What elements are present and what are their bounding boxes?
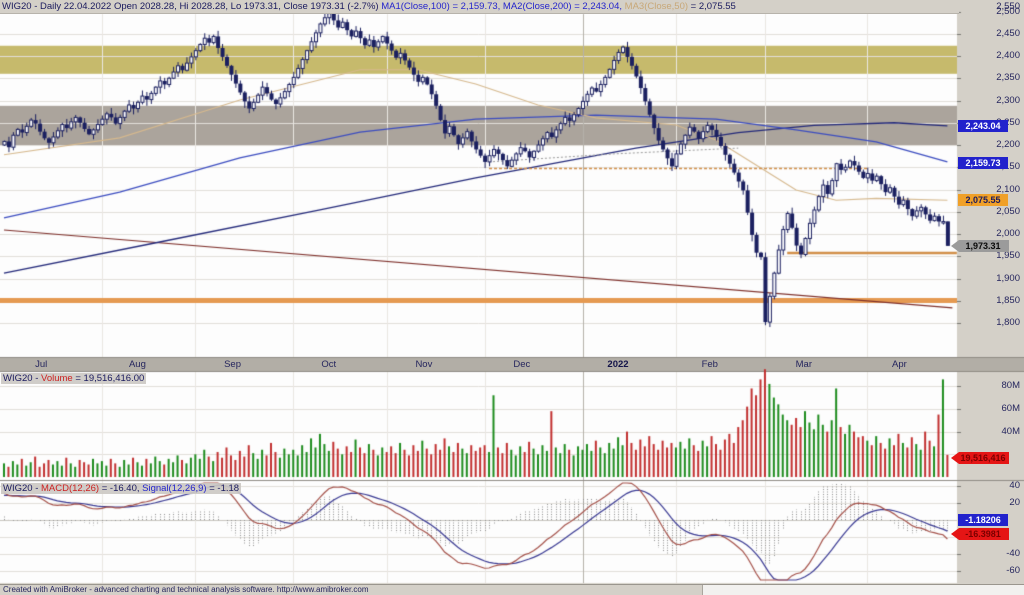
price-axis-label: 2,250 <box>996 116 1020 128</box>
price-axis-label: 2,350 <box>996 72 1020 84</box>
macd-axis-label: 20 <box>1009 497 1020 508</box>
chart-title-bar: WIG20 - Daily 22.04.2022 Open 2028.28, H… <box>0 0 959 14</box>
x-axis-month-label: Oct <box>321 359 337 370</box>
price-axis-label: 2,500 <box>996 5 1020 17</box>
x-axis-month-label: Nov <box>415 359 433 370</box>
title-ma3-label: MA3(Close,50) <box>624 1 689 12</box>
price-badge-ma2: 2,243.04 <box>958 120 1008 132</box>
volume-axis-label: 80M <box>1001 380 1020 392</box>
price-badge-ma1: 2,159.73 <box>958 157 1008 169</box>
x-axis-month-label: Feb <box>701 359 718 370</box>
price-axis-label: 2,450 <box>996 27 1020 39</box>
price-axis-label: 2,150 <box>996 161 1020 173</box>
price-axis-label: 1,850 <box>996 294 1020 306</box>
price-badge-last-close: 1,973.31 <box>951 240 1009 252</box>
macd-title-value: = -16.40, <box>99 483 143 494</box>
volume-title-value: = 19,516,416.00 <box>72 373 145 384</box>
x-axis-month-label: Mar <box>795 359 813 370</box>
macd-axis-label: -60 <box>1006 565 1020 576</box>
price-axis-label: 1,950 <box>996 250 1020 262</box>
macd-badge-signal: -1.18206 <box>958 514 1008 526</box>
signal-title-label: Signal(12,26,9) <box>142 483 207 494</box>
x-axis-month-label: Apr <box>892 359 907 370</box>
volume-axis-label: 60M <box>1001 402 1020 414</box>
price-badge-ma3: 2,075.55 <box>958 194 1008 206</box>
macd-axis-label: -40 <box>1006 548 1020 559</box>
signal-title-value: = -1.18 <box>206 483 240 494</box>
price-axis-label: 2,050 <box>996 205 1020 217</box>
macd-title-symbol: WIG20 - <box>3 483 42 494</box>
price-axis-label: 1,900 <box>996 272 1020 284</box>
title-ma-values: MA1(Close,100) = 2,159.73, MA2(Close,200… <box>381 1 625 12</box>
volume-badge-last: 19,516,416 <box>951 452 1009 464</box>
macd-badge-macd: -16.3981 <box>951 528 1009 540</box>
price-axis-label: 1,800 <box>996 317 1020 328</box>
footer-credit: Created with AmiBroker - advanced charti… <box>3 585 369 594</box>
price-axis-label: 2,100 <box>996 183 1020 195</box>
volume-axis-label: 40M <box>1001 425 1020 437</box>
x-axis-month-label: Sep <box>224 359 241 370</box>
price-axis-label: 2,200 <box>996 139 1020 150</box>
price-axis-label: 2,400 <box>996 50 1020 61</box>
volume-title-series: Volume <box>41 373 73 384</box>
macd-axis-label: 40 <box>1009 480 1020 491</box>
volume-pane-title: WIG20 - Volume = 19,516,416.00 <box>1 373 147 384</box>
price-axis-label: 2,300 <box>996 94 1020 106</box>
x-axis-month-label: Dec <box>513 359 531 370</box>
x-axis-month-label: Aug <box>128 359 146 370</box>
footer-bar: Created with AmiBroker - advanced charti… <box>0 584 1024 595</box>
volume-title-symbol: WIG20 - <box>3 373 42 384</box>
footer-right-spacer <box>702 585 1024 595</box>
price-axis-label: 2,000 <box>996 228 1020 239</box>
x-axis-month-label: Jul <box>35 359 48 370</box>
title-ohlc: WIG20 - Daily 22.04.2022 Open 2028.28, H… <box>2 1 382 12</box>
macd-title-label: MACD(12,26) <box>41 483 100 494</box>
x-axis-month-label: 2022 <box>607 359 629 370</box>
title-ma3-value: = 2,075.55 <box>688 1 736 12</box>
macd-pane-title: WIG20 - MACD(12,26) = -16.40, Signal(12,… <box>1 483 242 494</box>
price-axis-label: 2,550 <box>996 1 1020 12</box>
